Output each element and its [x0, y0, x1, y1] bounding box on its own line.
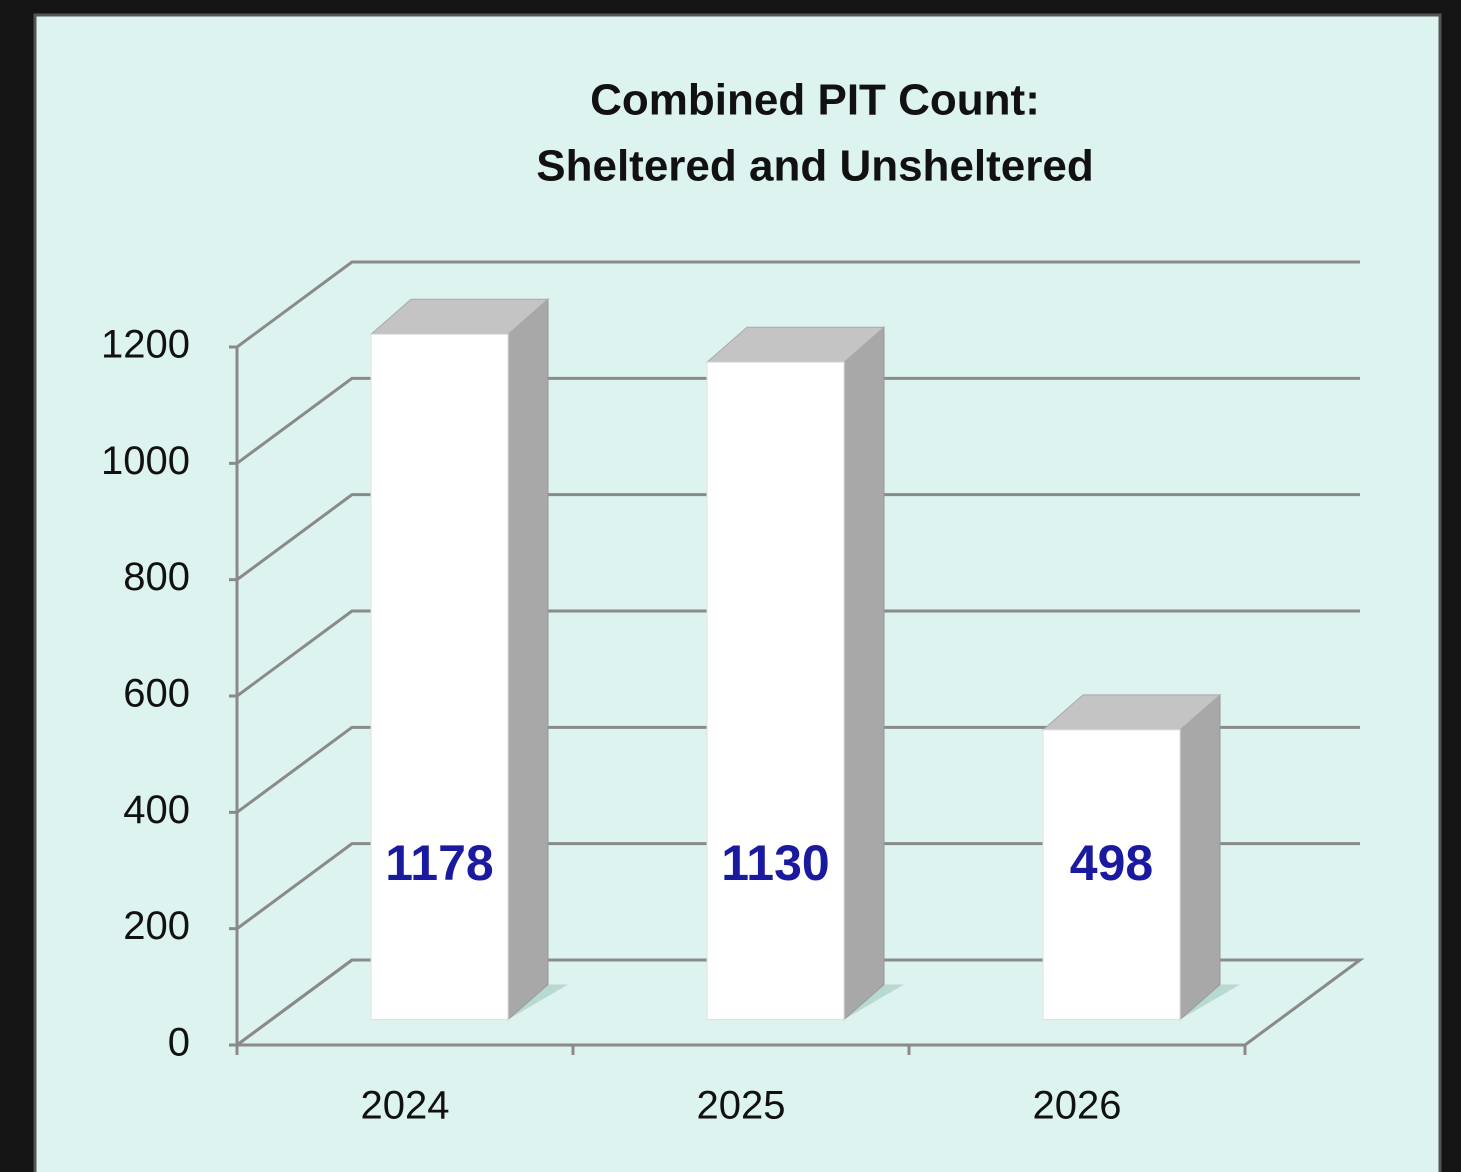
chart-title: Sheltered and Unsheltered	[536, 142, 1093, 191]
x-tick-label: 2024	[361, 1084, 450, 1128]
y-tick-label: 0	[168, 1021, 190, 1065]
x-tick-label: 2025	[697, 1084, 786, 1128]
value-label: 498	[1070, 835, 1153, 891]
bar-side	[507, 298, 549, 1021]
bar	[1042, 729, 1181, 1021]
bar-side	[1179, 693, 1221, 1021]
y-tick-label: 1200	[101, 323, 190, 367]
y-tick-label: 800	[123, 555, 190, 599]
y-tick-label: 400	[123, 788, 190, 832]
grid-line	[236, 958, 1360, 1047]
grid-line	[236, 609, 1360, 698]
bar	[706, 361, 845, 1020]
grid-line	[236, 260, 1360, 349]
y-tick-label: 600	[123, 672, 190, 716]
grid-line	[236, 842, 1360, 930]
x-tick-label: 2026	[1033, 1084, 1122, 1128]
y-tick-label: 200	[123, 904, 190, 948]
grid-line	[236, 376, 1360, 465]
grid-line	[236, 725, 1360, 814]
y-tick-label: 1000	[101, 439, 190, 483]
grid-line	[236, 493, 1360, 581]
bar-side	[843, 326, 885, 1021]
value-label: 1178	[385, 835, 493, 891]
bar	[370, 333, 509, 1020]
chart-title: Combined PIT Count:	[590, 76, 1040, 125]
value-label: 1130	[721, 835, 829, 891]
